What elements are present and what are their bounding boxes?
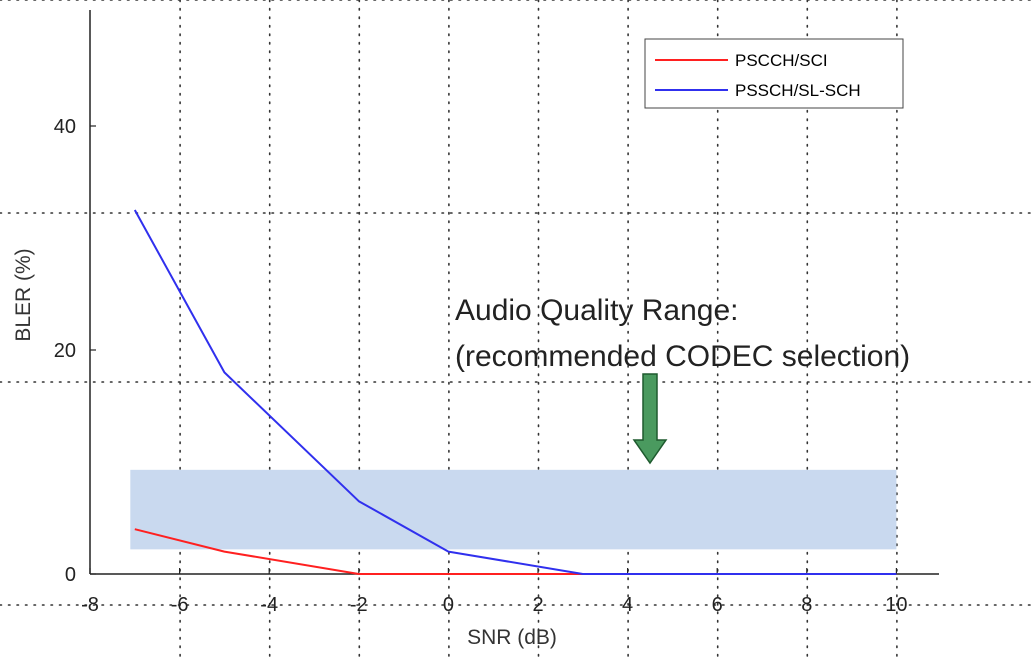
legend-box bbox=[644, 38, 904, 109]
x-tick-label: -4 bbox=[260, 594, 278, 616]
legend-label-pscch: PSCCH/SCI bbox=[735, 51, 828, 70]
annotation-line-2: (recommended CODEC selection) bbox=[455, 340, 910, 373]
x-tick-label: 4 bbox=[622, 594, 633, 616]
x-tick-label: 6 bbox=[712, 594, 723, 616]
legend-label-pssch: PSSCH/SL-SCH bbox=[735, 81, 861, 100]
x-tick-label: -8 bbox=[81, 594, 99, 616]
x-tick-label: 2 bbox=[532, 594, 543, 616]
legend: PSCCH/SCI PSSCH/SL-SCH bbox=[644, 38, 904, 109]
x-tick-label: -6 bbox=[171, 594, 189, 616]
x-tick-label: 10 bbox=[885, 594, 907, 616]
x-tick-label: -2 bbox=[350, 594, 368, 616]
annotation: Audio Quality Range: (recommended CODEC … bbox=[455, 294, 910, 465]
quality-band bbox=[130, 469, 897, 550]
x-axis-label: SNR (dB) bbox=[467, 626, 557, 649]
y-axis-label: BLER (%) bbox=[12, 248, 35, 341]
series-line-pssch bbox=[133, 209, 897, 575]
quality-band-layer bbox=[130, 469, 897, 550]
x-tick-label: 8 bbox=[801, 594, 812, 616]
x-tick-label: 0 bbox=[443, 594, 454, 616]
y-tick-label: 40 bbox=[54, 116, 76, 138]
down-arrow-icon bbox=[632, 373, 668, 465]
y-tick-label: 0 bbox=[65, 564, 76, 586]
annotation-line-1: Audio Quality Range: bbox=[455, 294, 739, 327]
y-tick-label: 20 bbox=[54, 340, 76, 362]
series-layer bbox=[133, 209, 897, 575]
tick-labels: -8 -6 -4 -2 0 2 4 6 8 10 0 20 40 bbox=[54, 116, 908, 616]
